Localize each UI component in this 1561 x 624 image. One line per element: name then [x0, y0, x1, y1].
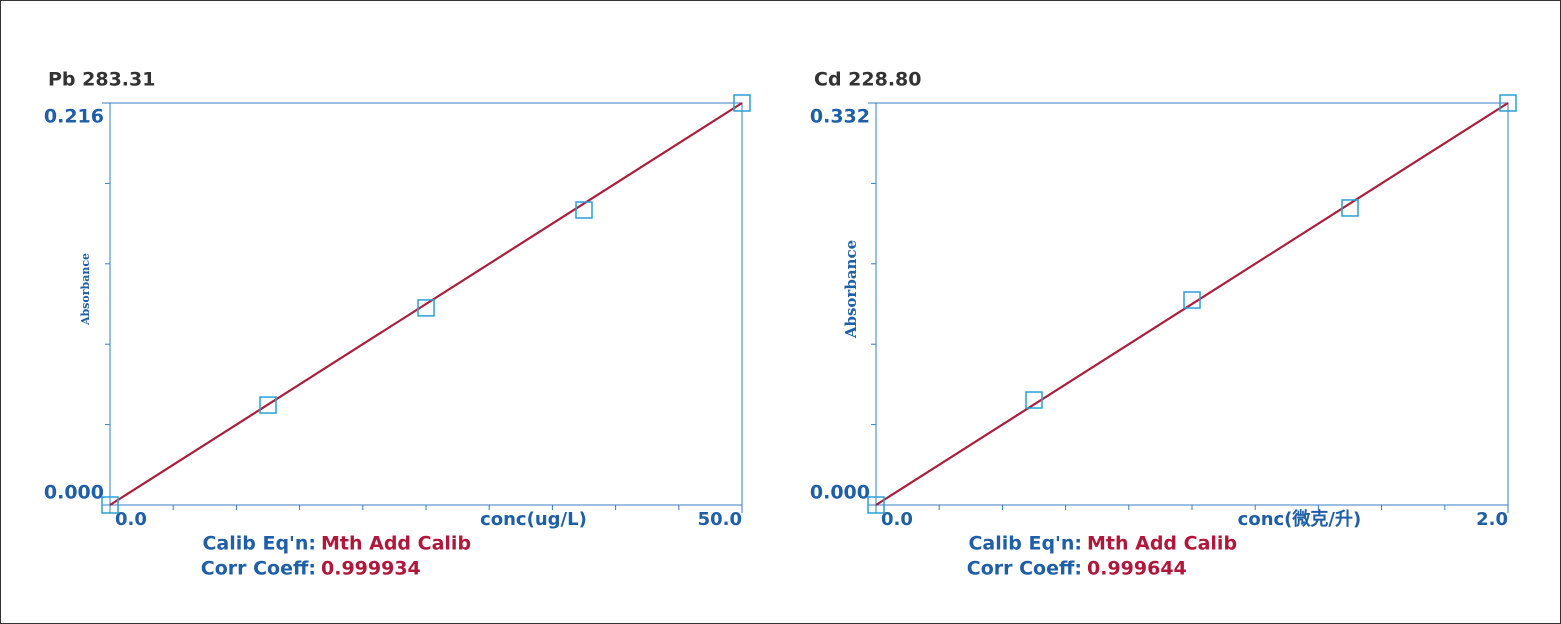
- data-point: [417, 299, 435, 317]
- y-axis-label: Absorbance: [79, 253, 92, 326]
- fit-line: [875, 102, 1509, 506]
- calib-label: Calib Eq'n:: [968, 533, 1082, 555]
- y-tick-label: 0.000: [810, 482, 870, 504]
- y-tick-label: 0.000: [44, 482, 104, 504]
- chart-title: Cd 228.80: [814, 69, 921, 91]
- data-point: [259, 396, 277, 414]
- data-point: [575, 201, 593, 219]
- data-point: [1183, 291, 1201, 309]
- x-axis-label: conc(ug/L): [480, 509, 587, 530]
- y-tick-label: 0.332: [810, 106, 870, 128]
- chart-title: Pb 283.31: [48, 69, 155, 91]
- x-tick-label: 50.0: [698, 509, 742, 530]
- fit-line: [109, 102, 743, 506]
- corr-value: 0.999934: [321, 558, 421, 580]
- data-point: [1499, 94, 1517, 112]
- data-point: [1025, 391, 1043, 409]
- y-axis-label: Absorbance: [842, 240, 860, 339]
- corr-value: 0.999644: [1087, 558, 1187, 580]
- data-point: [733, 94, 751, 112]
- x-tick-label: 0.0: [881, 509, 913, 530]
- data-point: [867, 496, 885, 514]
- x-tick-label: 0.0: [115, 509, 147, 530]
- calib-label: Calib Eq'n:: [202, 533, 316, 555]
- data-point: [101, 496, 119, 514]
- calib-value: Mth Add Calib: [321, 533, 471, 555]
- y-tick-label: 0.216: [44, 106, 104, 128]
- calib-value: Mth Add Calib: [1087, 533, 1237, 555]
- x-axis-label: conc(微克/升): [1238, 508, 1362, 530]
- data-point: [1341, 199, 1359, 217]
- corr-label: Corr Coeff:: [967, 558, 1082, 580]
- corr-label: Corr Coeff:: [201, 558, 316, 580]
- x-tick-label: 2.0: [1476, 509, 1508, 530]
